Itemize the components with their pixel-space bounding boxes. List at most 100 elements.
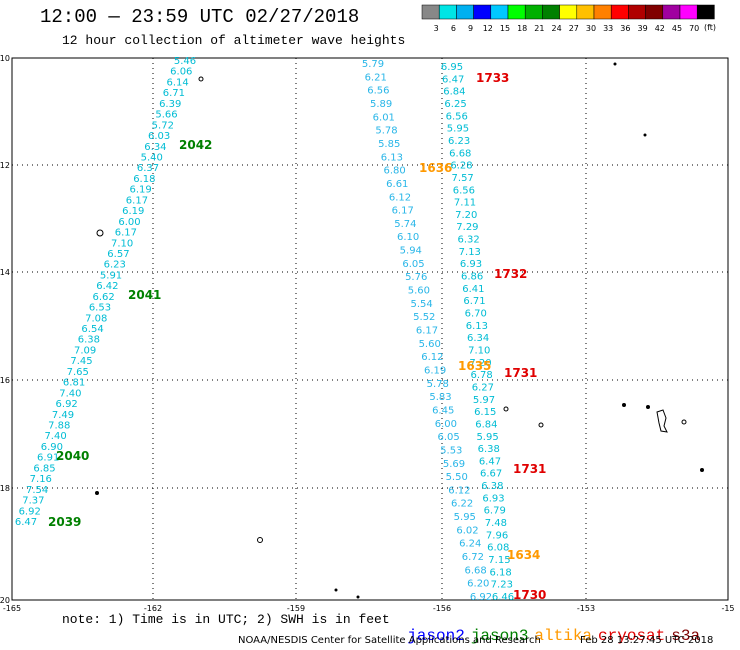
wave-height-value: 6.08: [487, 543, 509, 554]
color-swatch: [610, 4, 629, 20]
wave-height-value: 7.15: [488, 555, 510, 566]
wave-height-value: 6.28: [450, 161, 472, 172]
pass-time-label: 1634: [507, 548, 540, 562]
wave-height-value: 6.79: [484, 506, 506, 517]
wave-height-value: 6.71: [463, 296, 485, 307]
color-swatch: [696, 4, 715, 20]
wave-height-value: 6.20: [467, 579, 489, 590]
wave-height-value: 5.40: [141, 152, 163, 163]
longitude-label: -162: [144, 604, 162, 613]
wave-height-value: 6.70: [465, 309, 487, 320]
color-swatch: [628, 4, 646, 20]
color-swatch: [679, 4, 698, 20]
color-scale-label: 15: [500, 24, 510, 33]
wave-height-value: 5.91: [100, 270, 122, 281]
longitude-label: -156: [433, 604, 451, 613]
pass-time-labels: 1733 2042 1636 2041 1732 1635 1731 2040 1731 2039…: [48, 71, 546, 602]
legend-jason3: jason3: [470, 627, 529, 645]
color-swatch: [662, 4, 681, 20]
wave-height-value: 5.85: [378, 139, 400, 150]
color-scale-label: 6: [451, 24, 456, 33]
altika-track: 5.79 6.21 6.56 5.89 6.01 5.78 5.85 6.13 6.80 6.61…: [362, 59, 492, 603]
wave-height-value: 7.96: [486, 530, 508, 541]
wave-height-value: 6.32: [457, 235, 479, 246]
wave-height-value: 5.97: [473, 395, 495, 406]
wave-height-value: 7.09: [74, 345, 96, 356]
latitude-label: -18: [0, 484, 10, 493]
color-swatch: [507, 4, 526, 20]
longitude-labels: -165 -162 -159 -156 -153 -15: [3, 604, 735, 613]
color-scale-label: 27: [569, 24, 579, 33]
color-swatch: [456, 4, 474, 20]
wave-height-value: 7.54: [26, 485, 48, 496]
pass-time-label: 1731: [504, 366, 537, 380]
wave-height-value: 6.00: [435, 419, 457, 430]
color-scale-label: 30: [586, 24, 596, 33]
pass-time-label: 1733: [476, 71, 509, 85]
latitude-label: -14: [0, 268, 10, 277]
legend-s3a: s3a: [671, 627, 701, 645]
wave-height-value: 6.54: [81, 324, 103, 335]
wave-height-value: 6.80: [383, 166, 405, 177]
color-swatch: [473, 4, 492, 20]
wave-height-value: 7.13: [459, 247, 481, 258]
color-scale-label: 3: [434, 24, 439, 33]
pass-time-label: 1636: [419, 161, 452, 175]
island-outlines: [95, 62, 704, 599]
color-scale-unit: (ft): [704, 23, 716, 32]
wave-height-value: 5.60: [408, 286, 430, 297]
color-scale-label: 33: [603, 24, 613, 33]
island: [700, 468, 704, 472]
wave-height-value: 7.48: [485, 518, 507, 529]
wave-height-value: 6.90: [41, 442, 63, 453]
island: [96, 229, 104, 237]
map-title: 12:00 — 23:59 UTC 02/27/2018: [40, 6, 360, 28]
wave-height-value: 6.14: [166, 77, 188, 88]
longitude-label: -165: [3, 604, 21, 613]
map-frame: [11, 57, 729, 601]
color-scale-label: 70: [689, 24, 699, 33]
color-scale-label: 24: [552, 24, 562, 33]
legend-cryosat: cryosat: [598, 627, 666, 645]
pass-time-label: 2041: [128, 288, 161, 302]
island: [622, 403, 626, 407]
wave-height-value: 5.76: [405, 272, 427, 283]
wave-height-value: 7.29: [456, 222, 478, 233]
wave-height-value: 7.40: [59, 388, 81, 399]
wave-height-value: 6.72: [462, 552, 484, 563]
wave-height-value: 6.57: [107, 249, 129, 260]
wave-height-value: 6.19: [129, 185, 151, 196]
island: [257, 537, 263, 543]
legend-jason2: jason2: [407, 627, 465, 645]
wave-height-value: 6.17: [392, 206, 414, 217]
wave-height-value: 6.38: [478, 444, 500, 455]
legend-altika: altika: [534, 627, 593, 645]
wave-height-value: 6.42: [96, 281, 118, 292]
wave-height-value: 6.92: [19, 506, 41, 517]
wave-height-value: 6.38: [481, 481, 503, 492]
wave-height-value: 6.46: [492, 592, 514, 603]
wave-height-value: 6.93: [460, 259, 482, 270]
wave-height-value: 6.22: [451, 499, 473, 510]
wave-height-value: 7.37: [22, 496, 44, 507]
wave-height-value: 6.02: [456, 525, 478, 536]
pass-time-label: 2039: [48, 515, 81, 529]
wave-height-value: 6.13: [381, 152, 403, 163]
color-swatch: [438, 4, 457, 20]
credit-line: NOAA/NESDIS Center for Satellite Applica…: [238, 635, 541, 646]
pass-time-label: 1730: [513, 588, 546, 602]
island: [613, 62, 617, 66]
longitude-label: -15: [721, 604, 734, 613]
wave-height-value: 5.83: [429, 392, 451, 403]
wave-height-value: 5.94: [400, 246, 422, 257]
wave-height-value: 6.38: [78, 335, 100, 346]
wave-height-value: 5.52: [413, 312, 435, 323]
generation-timestamp: Feb 28 13:27:45 UTC 2018: [580, 635, 714, 646]
wave-height-value: 6.15: [474, 407, 496, 418]
wave-height-value: 6.34: [144, 142, 166, 153]
map-subtitle: 12 hour collection of altimeter wave hei…: [62, 33, 406, 48]
wave-height-value: 6.12: [448, 485, 470, 496]
wave-height-value: 7.10: [111, 238, 133, 249]
wave-height-value: 7.57: [452, 173, 474, 184]
wave-height-value: 6.56: [453, 185, 475, 196]
